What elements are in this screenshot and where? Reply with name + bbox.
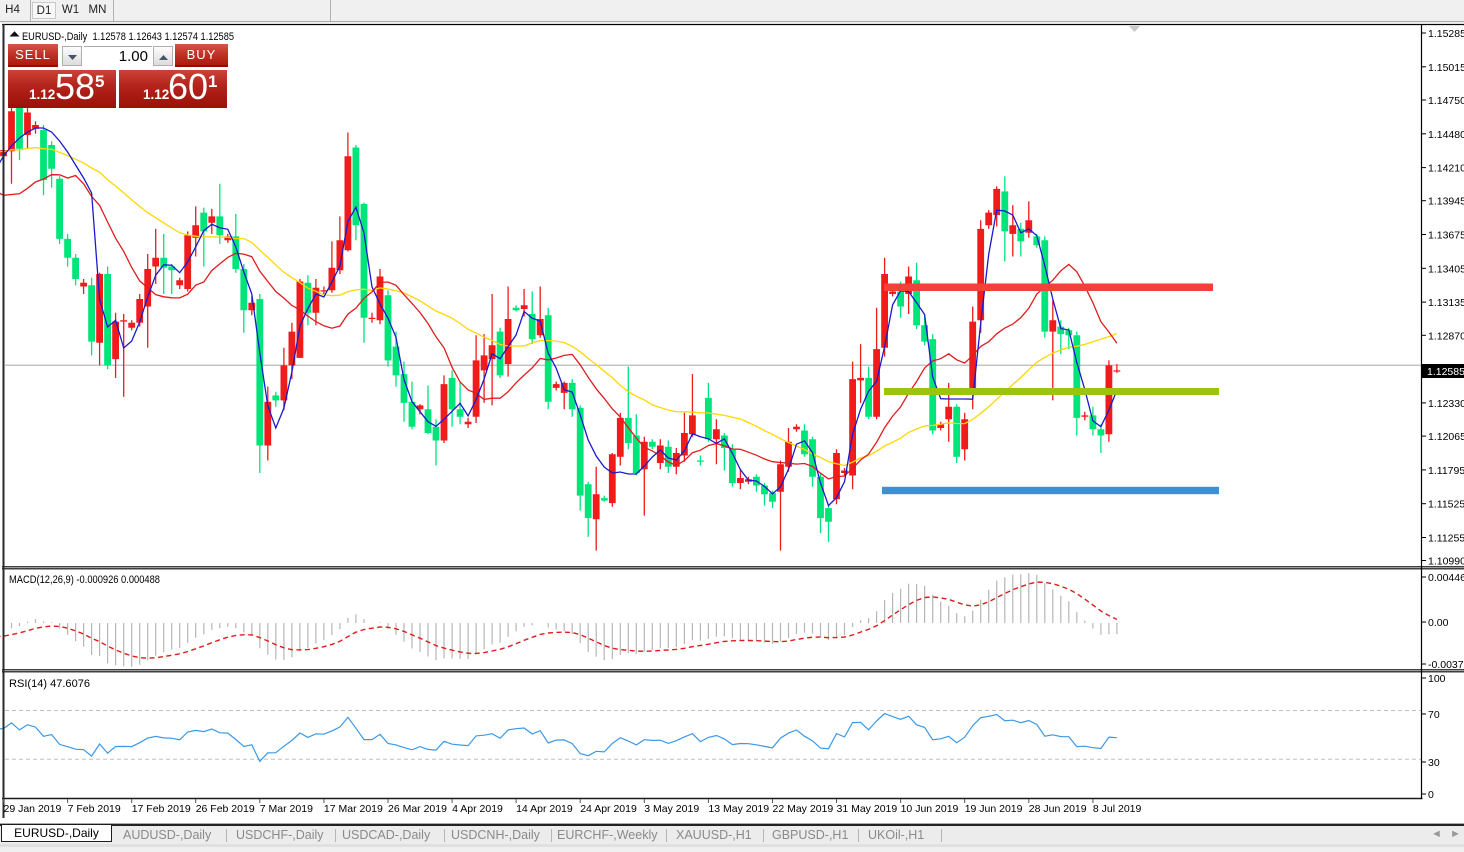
svg-text:17 Mar 2019: 17 Mar 2019 [324, 803, 383, 815]
svg-text:30: 30 [1428, 757, 1440, 769]
svg-text:EURUSD-,Daily 1.12578 1.12643: EURUSD-,Daily 1.12578 1.12643 1.12574 1.… [22, 31, 234, 43]
svg-text:31 May 2019: 31 May 2019 [837, 803, 898, 815]
svg-text:4 Apr 2019: 4 Apr 2019 [452, 803, 503, 815]
svg-text:29 Jan 2019: 29 Jan 2019 [4, 803, 62, 815]
svg-text:17 Feb 2019: 17 Feb 2019 [132, 803, 191, 815]
svg-text:1.11795: 1.11795 [1428, 465, 1464, 477]
svg-text:10 Jun 2019: 10 Jun 2019 [901, 803, 959, 815]
svg-text:70: 70 [1428, 709, 1440, 721]
svg-text:1.14210: 1.14210 [1428, 163, 1464, 175]
svg-text:1.13675: 1.13675 [1428, 230, 1464, 242]
svg-text:1.13945: 1.13945 [1428, 196, 1464, 208]
svg-text:1.11255: 1.11255 [1428, 533, 1464, 545]
svg-text:26 Mar 2019: 26 Mar 2019 [388, 803, 447, 815]
svg-text:100: 100 [1428, 673, 1446, 685]
svg-text:1.12870: 1.12870 [1428, 330, 1464, 342]
svg-text:3 May 2019: 3 May 2019 [644, 803, 699, 815]
svg-text:0.004465: 0.004465 [1428, 572, 1464, 584]
svg-text:1.11525: 1.11525 [1428, 499, 1464, 511]
svg-text:1.15285: 1.15285 [1428, 28, 1464, 40]
svg-text:22 May 2019: 22 May 2019 [773, 803, 834, 815]
svg-text:13 May 2019: 13 May 2019 [708, 803, 769, 815]
svg-text:7 Feb 2019: 7 Feb 2019 [68, 803, 121, 815]
svg-text:19 Jun 2019: 19 Jun 2019 [965, 803, 1023, 815]
svg-text:1.14750: 1.14750 [1428, 95, 1464, 107]
svg-text:RSI(14) 47.6076: RSI(14) 47.6076 [9, 678, 90, 690]
svg-text:-0.003715: -0.003715 [1428, 659, 1464, 671]
svg-text:1.12065: 1.12065 [1428, 431, 1464, 443]
svg-text:26 Feb 2019: 26 Feb 2019 [196, 803, 255, 815]
svg-text:1.14480: 1.14480 [1428, 129, 1464, 141]
svg-text:1.13405: 1.13405 [1428, 263, 1464, 275]
svg-text:0: 0 [1428, 789, 1434, 801]
svg-text:7 Mar 2019: 7 Mar 2019 [260, 803, 313, 815]
svg-text:14 Apr 2019: 14 Apr 2019 [516, 803, 573, 815]
svg-text:MACD(12,26,9) -0.000926 0.0004: MACD(12,26,9) -0.000926 0.000488 [9, 574, 160, 586]
svg-text:8 Jul 2019: 8 Jul 2019 [1093, 803, 1142, 815]
svg-text:28 Jun 2019: 28 Jun 2019 [1029, 803, 1087, 815]
svg-text:24 Apr 2019: 24 Apr 2019 [580, 803, 637, 815]
svg-text:1.10990: 1.10990 [1428, 556, 1464, 568]
svg-text:1.15015: 1.15015 [1428, 62, 1464, 74]
svg-text:0.00: 0.00 [1428, 617, 1449, 629]
svg-text:1.12330: 1.12330 [1428, 398, 1464, 410]
svg-text:1.12585: 1.12585 [1427, 366, 1464, 378]
svg-text:1.13135: 1.13135 [1428, 297, 1464, 309]
